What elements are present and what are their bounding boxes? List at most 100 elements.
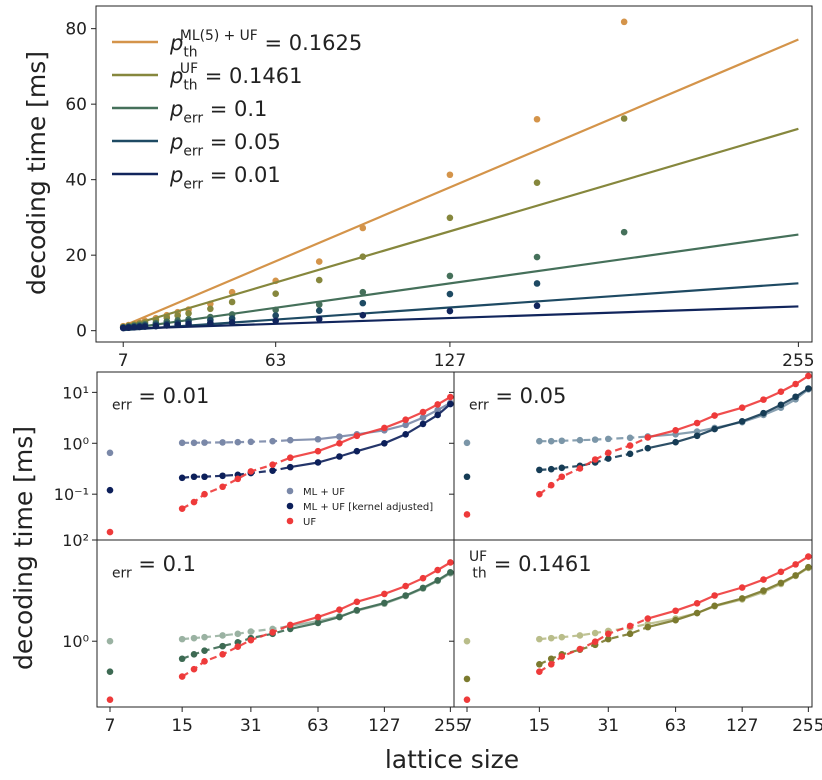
legend-entry: ML + UF [kernel adjusted] [303, 502, 433, 513]
mlk-fit-solid [647, 566, 809, 629]
mlk-data-point [402, 431, 409, 438]
uf-data-point [434, 566, 441, 574]
mlk-data-point [447, 569, 454, 576]
mlk-data-point [353, 447, 361, 455]
mlk-data-point [672, 616, 679, 624]
mlk-data-point [558, 464, 566, 472]
ml-data-point [591, 436, 599, 443]
uf-data-point [711, 412, 718, 419]
ml-data-point [219, 439, 226, 446]
ml-data-point [219, 632, 226, 639]
mlk-fit-solid [290, 571, 451, 630]
uf-fit-solid [290, 396, 451, 459]
mlk-data-point [269, 467, 276, 474]
subplot-0: 10¹ 10⁰ 10⁻¹ err = 0.01 [54, 371, 455, 541]
uf-data-point [711, 592, 718, 599]
uf-data-point [219, 483, 226, 491]
top-data-point [130, 323, 138, 331]
mlk-data-point [463, 473, 471, 481]
ml-data-point [286, 436, 294, 444]
mlk-data-point [760, 587, 767, 594]
top-data-point [125, 324, 132, 331]
subplot-2: 10² 10⁰ 7 15 31 63 127 255 err = 0.1 [62, 531, 466, 736]
top-fit-line [123, 305, 799, 331]
uf-data-point [576, 465, 584, 472]
ml-data-point [536, 437, 543, 445]
uf-data-point [672, 607, 679, 615]
top-y-tick-label: 40 [65, 171, 87, 191]
top-data-point [141, 323, 149, 330]
top-x-tick-label: 127 [434, 351, 466, 371]
mlk-fit-solid [290, 403, 452, 469]
mlk-data-point [190, 651, 198, 658]
legend-label: pthML(5) + UF = 0.1625 [169, 28, 362, 60]
y-tick-label: 10⁰ [62, 632, 89, 651]
top-y-tick-label: 80 [65, 20, 87, 40]
mlk-data-point [536, 466, 543, 474]
mlk-data-point [106, 486, 114, 494]
mlk-data-point [419, 584, 427, 592]
uf-data-point [693, 600, 701, 607]
mlk-data-point [447, 400, 454, 408]
uf-data-point [792, 380, 799, 388]
ml-data-point [591, 629, 599, 637]
mlk-data-point [381, 599, 388, 607]
subplot-title: err = 0.01 [112, 384, 209, 413]
uf-data-point [381, 424, 388, 432]
uf-fit-solid [290, 561, 451, 626]
uf-data-point [447, 559, 454, 566]
uf-data-point [381, 590, 388, 598]
x-tick-label: 15 [529, 716, 551, 736]
uf-data-point [777, 388, 785, 396]
uf-data-point [269, 461, 276, 468]
ml-data-point [558, 633, 566, 641]
uf-data-point [286, 621, 294, 629]
ml-data-point [402, 421, 409, 429]
ml-data-point [547, 437, 555, 445]
uf-data-point [644, 434, 652, 441]
mlk-data-point [604, 455, 612, 462]
uf-data-point [547, 481, 555, 489]
uf-data-point [591, 456, 599, 463]
legend-label: perr = 0.1 [169, 97, 267, 126]
mlk-data-point [672, 438, 679, 446]
y-tick-label: 10¹ [62, 383, 89, 402]
top-data-point [272, 312, 279, 319]
uf-data-point [760, 576, 767, 583]
mlk-data-point [547, 465, 555, 473]
x-tick-label: 255 [434, 716, 466, 736]
x-tick-label: 255 [792, 716, 822, 736]
ml-fit-solid [647, 567, 809, 625]
top-data-point [315, 315, 323, 323]
ml-data-point [234, 630, 242, 638]
uf-data-point [336, 439, 343, 447]
mlk-data-point [693, 609, 701, 617]
uf-data-point [106, 528, 114, 536]
ml-data-point [547, 634, 555, 642]
mlk-data-point [178, 655, 186, 663]
uf-data-point [434, 401, 441, 408]
mlk-data-point [626, 630, 634, 638]
top-x-tick-label: 255 [782, 351, 814, 371]
uf-data-point [178, 505, 186, 512]
top-data-point [272, 290, 279, 297]
top-plot-frame [95, 5, 813, 343]
uf-data-point [190, 665, 198, 673]
mlk-data-point [693, 432, 701, 440]
uf-data-point [269, 629, 276, 636]
uf-data-point [314, 613, 322, 621]
top-data-point [119, 324, 127, 332]
uf-data-point [353, 432, 361, 440]
ml-data-point [106, 449, 114, 457]
top-data-point [446, 290, 454, 298]
uf-data-point [644, 615, 652, 622]
mlk-data-point [777, 401, 785, 409]
uf-data-point [247, 636, 255, 644]
top-data-point [620, 115, 628, 122]
ml-data-point [178, 635, 186, 643]
ml-data-point [576, 632, 584, 639]
mlk-data-point [805, 563, 812, 571]
top-data-point [174, 321, 181, 328]
mlk-data-point [336, 613, 343, 621]
mlk-data-point [792, 572, 799, 579]
